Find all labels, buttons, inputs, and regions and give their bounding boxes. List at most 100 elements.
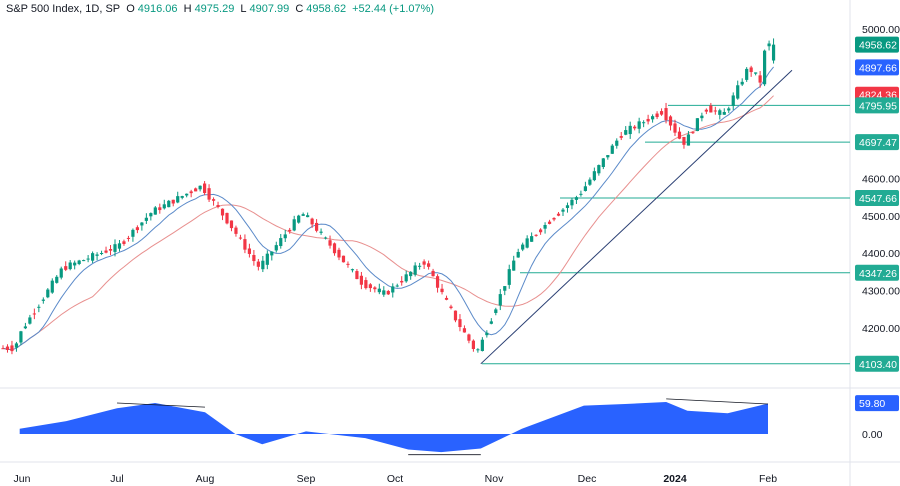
high-label: H bbox=[183, 3, 192, 15]
candle-body-60 bbox=[270, 251, 274, 256]
candle-body-20 bbox=[91, 253, 95, 261]
candle-body-3 bbox=[14, 343, 19, 348]
trendline-line bbox=[480, 69, 793, 365]
candle-body-141 bbox=[633, 126, 637, 129]
candle-body-43 bbox=[194, 188, 198, 192]
candle-body-163 bbox=[731, 95, 735, 106]
candle-body-128 bbox=[574, 197, 579, 200]
candle-body-58 bbox=[261, 260, 265, 270]
candle-body-25 bbox=[113, 244, 117, 252]
price-tick-3: 4400.00 bbox=[862, 248, 900, 260]
candle-body-63 bbox=[283, 234, 287, 239]
time-tick-3: Sep bbox=[297, 473, 316, 485]
candle-body-116 bbox=[521, 244, 525, 250]
candle-body-155 bbox=[695, 118, 699, 132]
price-tag-0: 4958.62 bbox=[859, 40, 897, 52]
candle-body-54 bbox=[243, 239, 247, 250]
close-value: 4958.62 bbox=[306, 3, 347, 15]
candle-body-154 bbox=[691, 132, 695, 134]
time-tick-8: Feb bbox=[759, 473, 777, 485]
level-tag-2: 4547.66 bbox=[859, 193, 897, 205]
candle-body-41 bbox=[185, 193, 189, 196]
candle-body-6 bbox=[28, 317, 32, 324]
candle-body-76 bbox=[341, 255, 346, 263]
candle-body-107 bbox=[480, 339, 484, 351]
candle-body-108 bbox=[485, 332, 489, 336]
candle-body-35 bbox=[158, 207, 162, 211]
candle-body-32 bbox=[144, 217, 148, 221]
candle-body-117 bbox=[525, 238, 529, 248]
divergence-line-0 bbox=[116, 402, 206, 408]
candle-body-30 bbox=[135, 227, 139, 231]
candle-body-69 bbox=[310, 218, 314, 225]
candle-body-37 bbox=[167, 200, 171, 208]
candle-body-36 bbox=[162, 204, 166, 209]
candle-body-62 bbox=[279, 238, 283, 247]
change-value: +52.44 (+1.07%) bbox=[352, 3, 435, 15]
candle-body-92 bbox=[413, 265, 417, 275]
time-tick-2: Aug bbox=[196, 473, 215, 485]
candle-body-17 bbox=[77, 260, 81, 264]
candle-body-131 bbox=[588, 179, 592, 185]
candle-body-132 bbox=[592, 171, 596, 181]
candle-body-159 bbox=[713, 110, 717, 112]
candle-body-56 bbox=[252, 255, 256, 262]
candle-body-75 bbox=[337, 249, 341, 258]
level-tag-1-bg bbox=[855, 134, 899, 151]
candle-body-124 bbox=[556, 213, 561, 216]
candle-body-111 bbox=[498, 294, 502, 306]
candle-body-129 bbox=[579, 193, 583, 195]
candle-body-168 bbox=[754, 72, 758, 74]
candle-body-19 bbox=[86, 258, 90, 260]
axis-labels: 5000.00 4600.00 4500.00 4400.00 4300.00 4200.… bbox=[14, 24, 900, 485]
candle-body-16 bbox=[73, 262, 77, 266]
candle-body-157 bbox=[704, 109, 708, 112]
price-tick-5: 4200.00 bbox=[862, 323, 900, 335]
horizontal-levels bbox=[482, 104, 850, 365]
candle-body-144 bbox=[646, 118, 650, 122]
divergence-line-2 bbox=[666, 398, 769, 405]
candle-body-40 bbox=[180, 196, 184, 198]
candle-body-97 bbox=[435, 276, 440, 288]
time-tick-0: Jun bbox=[14, 473, 31, 485]
candle-body-87 bbox=[391, 286, 395, 293]
candle-body-31 bbox=[140, 222, 144, 226]
candle-body-102 bbox=[458, 319, 462, 328]
candle-body-164 bbox=[736, 85, 740, 99]
candle-body-172 bbox=[771, 44, 776, 61]
candle-body-146 bbox=[655, 113, 659, 118]
candle-body-18 bbox=[82, 260, 86, 262]
close-label: C bbox=[295, 3, 304, 15]
candle-body-9 bbox=[41, 299, 45, 301]
candle-body-119 bbox=[534, 234, 538, 236]
candle-body-149 bbox=[668, 116, 673, 126]
candle-body-133 bbox=[597, 165, 601, 174]
candle-body-8 bbox=[37, 306, 41, 308]
candle-body-68 bbox=[306, 215, 310, 218]
candle-body-42 bbox=[189, 191, 193, 194]
candle-body-2 bbox=[10, 345, 14, 352]
candle-body-127 bbox=[570, 199, 574, 206]
candle-body-4 bbox=[19, 331, 23, 343]
ma-fast-line bbox=[2, 66, 774, 351]
time-tick-7: 2024 bbox=[663, 473, 687, 485]
level-tag-4-bg bbox=[855, 355, 899, 372]
candle-body-125 bbox=[561, 209, 565, 212]
candle-body-137 bbox=[615, 140, 619, 146]
candle-body-50 bbox=[225, 212, 229, 224]
candle-body-59 bbox=[265, 253, 269, 265]
trendline bbox=[480, 69, 793, 365]
candle-body-65 bbox=[292, 219, 296, 231]
time-tick-6: Dec bbox=[578, 473, 597, 485]
ma-slow-line bbox=[2, 95, 774, 351]
price-tag-1-bg bbox=[855, 59, 899, 76]
candle-body-34 bbox=[153, 207, 157, 215]
oscillator-area bbox=[19, 402, 768, 453]
candle-body-145 bbox=[651, 116, 655, 120]
candle-body-26 bbox=[117, 243, 122, 249]
candle-body-70 bbox=[315, 222, 319, 231]
candle-body-27 bbox=[122, 241, 126, 244]
candle-body-84 bbox=[377, 288, 381, 293]
level-tag-0-bg bbox=[855, 97, 899, 114]
